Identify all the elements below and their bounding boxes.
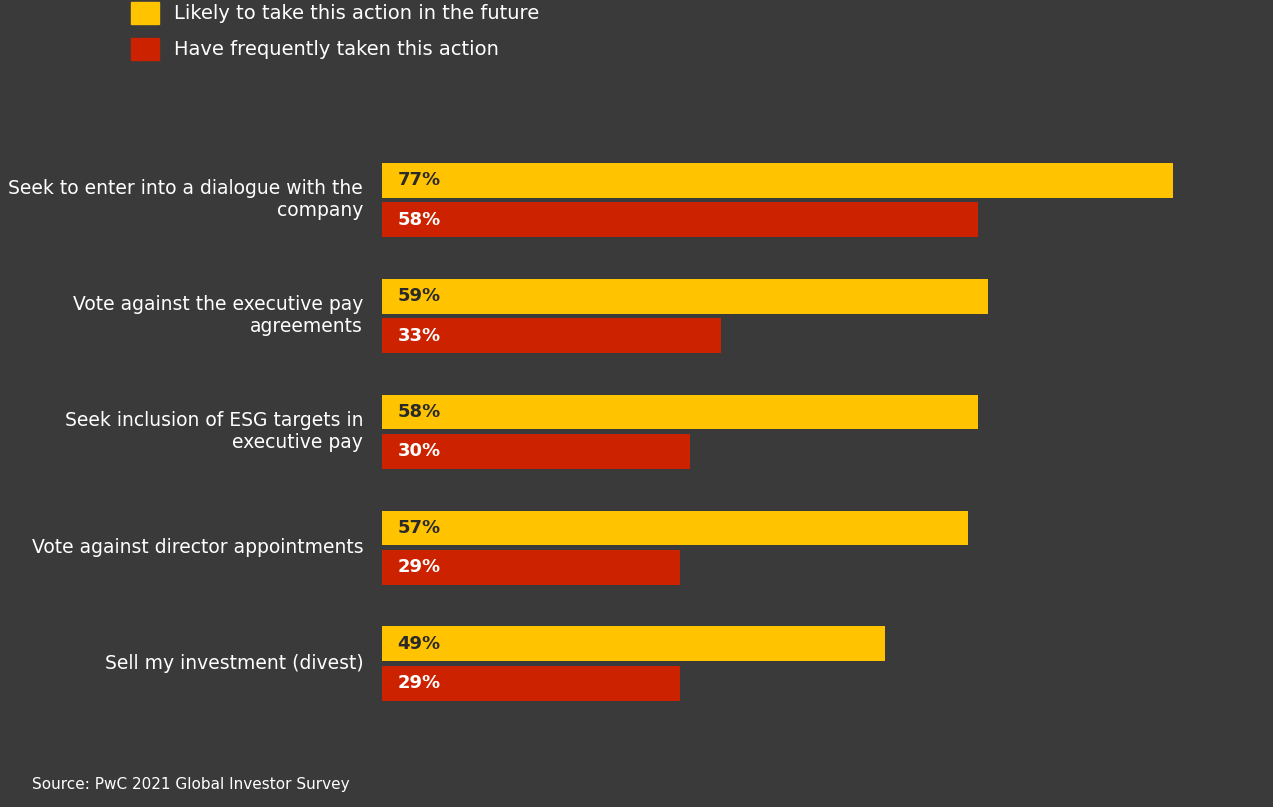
Bar bbox=[382, 318, 721, 353]
Text: 29%: 29% bbox=[397, 675, 440, 692]
Text: 57%: 57% bbox=[397, 519, 440, 537]
Legend: Likely to take this action in the future, Have frequently taken this action: Likely to take this action in the future… bbox=[131, 2, 540, 60]
Bar bbox=[382, 395, 978, 429]
Text: 77%: 77% bbox=[397, 171, 440, 189]
Bar bbox=[382, 203, 978, 237]
Text: Source: PwC 2021 Global Investor Survey: Source: PwC 2021 Global Investor Survey bbox=[32, 777, 350, 792]
Text: 58%: 58% bbox=[397, 403, 440, 421]
Bar bbox=[382, 626, 886, 661]
Text: 59%: 59% bbox=[397, 287, 440, 305]
Bar bbox=[382, 511, 967, 546]
Text: 29%: 29% bbox=[397, 558, 440, 576]
Bar bbox=[382, 278, 988, 313]
Bar bbox=[382, 666, 680, 700]
Text: 33%: 33% bbox=[397, 327, 440, 345]
Bar bbox=[382, 434, 690, 469]
Text: 49%: 49% bbox=[397, 635, 440, 653]
Bar bbox=[382, 550, 680, 585]
Bar bbox=[382, 163, 1174, 198]
Text: 30%: 30% bbox=[397, 442, 440, 461]
Text: 58%: 58% bbox=[397, 211, 440, 228]
